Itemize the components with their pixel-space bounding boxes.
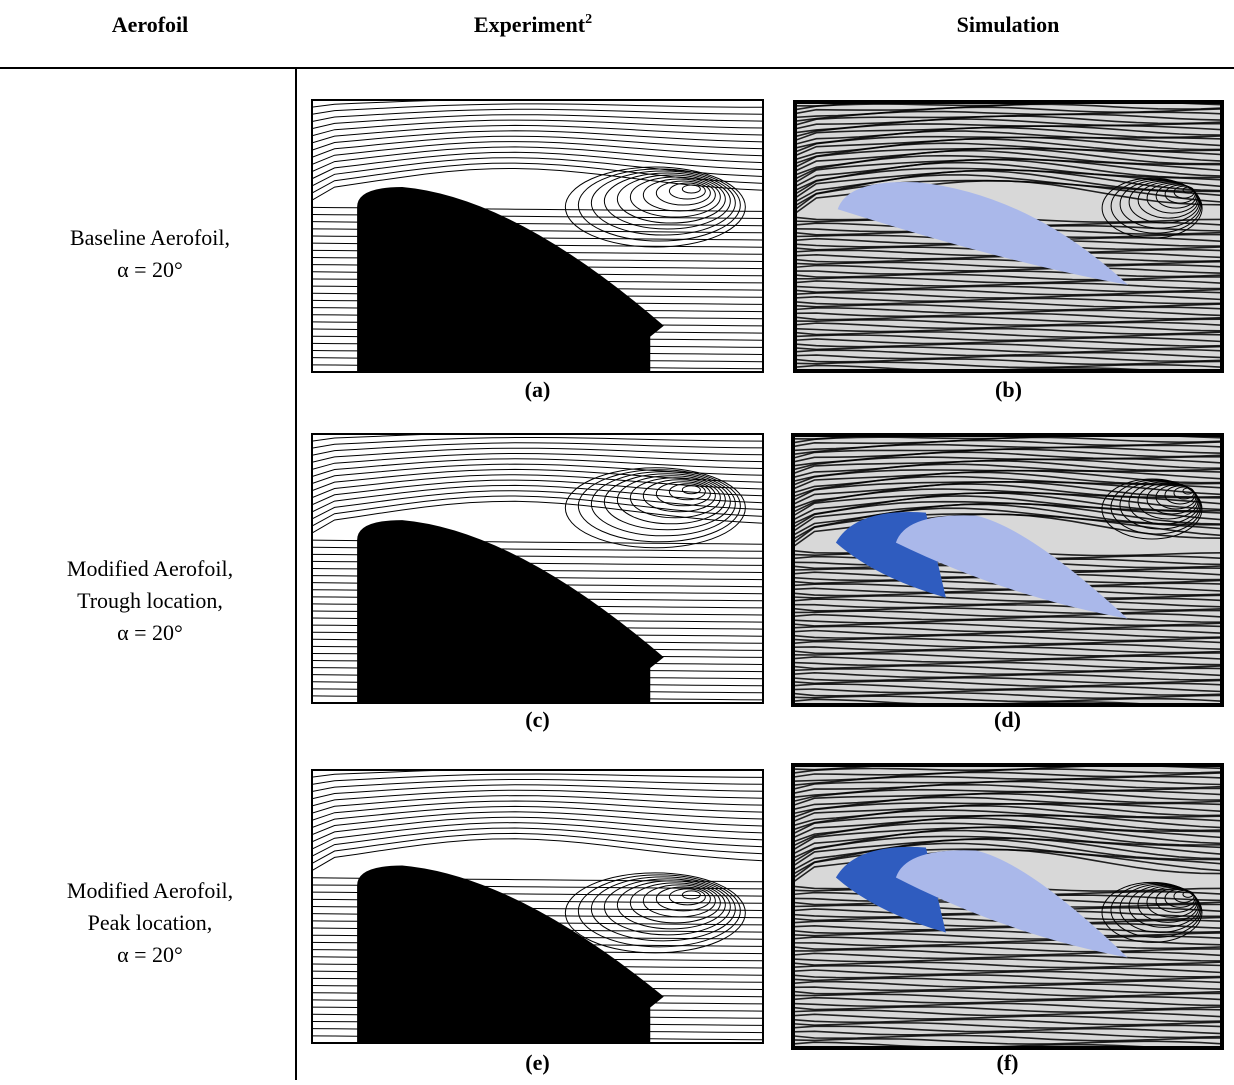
caption: (b) bbox=[995, 377, 1022, 402]
caption: (f) bbox=[997, 1050, 1019, 1075]
column-header: Experiment2 bbox=[474, 12, 592, 37]
row-label: α = 20° bbox=[117, 257, 183, 282]
simulation-image bbox=[795, 95, 1222, 377]
page: {"header": {"aerofoil": "Aerofoil", "exp… bbox=[0, 0, 1234, 1080]
streamline bbox=[312, 763, 763, 770]
streamline bbox=[312, 93, 763, 100]
row-label: α = 20° bbox=[117, 942, 183, 967]
row-label: Peak location, bbox=[88, 910, 213, 935]
header-text: Experiment bbox=[474, 12, 586, 37]
row-label: α = 20° bbox=[117, 620, 183, 645]
caption: (d) bbox=[994, 707, 1021, 732]
row-label: Trough location, bbox=[77, 588, 223, 613]
caption: (e) bbox=[525, 1050, 549, 1075]
experiment-image bbox=[312, 93, 763, 376]
experiment-image bbox=[312, 427, 763, 707]
caption: (a) bbox=[525, 377, 551, 402]
row-label: Modified Aerofoil, bbox=[67, 556, 233, 581]
simulation-image bbox=[793, 428, 1222, 711]
caption: (c) bbox=[525, 707, 549, 732]
figure-table: Aerofoil Experiment2 Simulation Baseline… bbox=[0, 0, 1234, 1080]
row-label: Baseline Aerofoil, bbox=[70, 225, 230, 250]
column-header: Simulation bbox=[957, 12, 1060, 37]
simulation-image bbox=[793, 758, 1222, 1053]
superscript: 2 bbox=[585, 12, 592, 27]
streamline bbox=[312, 427, 763, 434]
row-label: Modified Aerofoil, bbox=[67, 878, 233, 903]
column-header: Aerofoil bbox=[112, 12, 189, 37]
experiment-image bbox=[312, 763, 763, 1047]
